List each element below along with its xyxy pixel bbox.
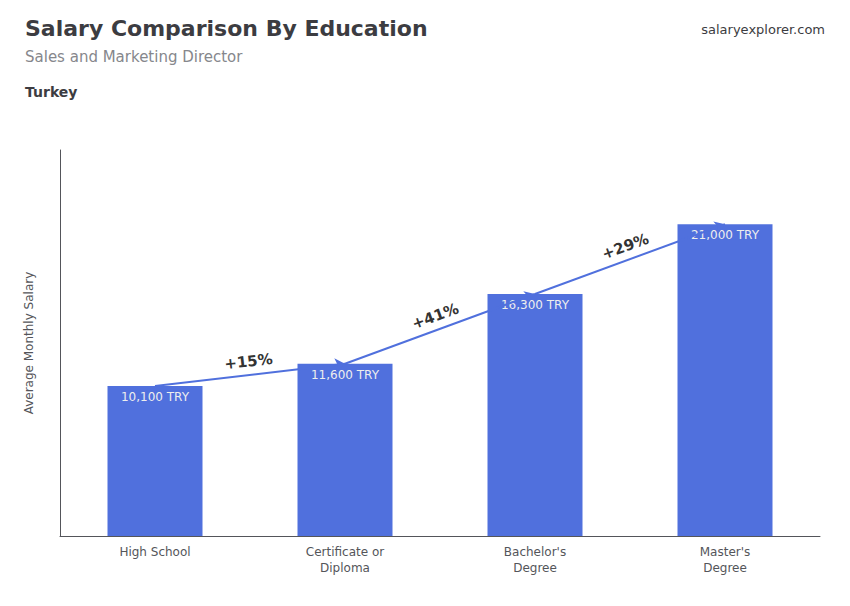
svg-text:Degree: Degree: [513, 561, 557, 575]
svg-text:21,000 TRY: 21,000 TRY: [691, 228, 760, 242]
svg-text:Average Monthly Salary: Average Monthly Salary: [22, 272, 36, 415]
svg-text:Turkey: Turkey: [25, 84, 77, 100]
svg-text:Salary Comparison By Education: Salary Comparison By Education: [25, 16, 428, 41]
svg-text:Bachelor's: Bachelor's: [504, 545, 566, 559]
svg-text:11,600 TRY: 11,600 TRY: [311, 368, 380, 382]
svg-text:Certificate or: Certificate or: [306, 545, 384, 559]
svg-text:16,300 TRY: 16,300 TRY: [501, 298, 570, 312]
svg-text:Master's: Master's: [700, 545, 751, 559]
svg-text:salaryexplorer.com: salaryexplorer.com: [701, 22, 825, 37]
svg-text:10,100 TRY: 10,100 TRY: [121, 390, 190, 404]
svg-text:+29%: +29%: [599, 230, 651, 264]
svg-text:Degree: Degree: [703, 561, 747, 575]
svg-text:+41%: +41%: [409, 299, 461, 333]
svg-text:Sales and Marketing Director: Sales and Marketing Director: [25, 48, 243, 66]
svg-text:Diploma: Diploma: [320, 561, 370, 575]
svg-text:+15%: +15%: [223, 350, 273, 373]
svg-text:High School: High School: [119, 545, 190, 559]
